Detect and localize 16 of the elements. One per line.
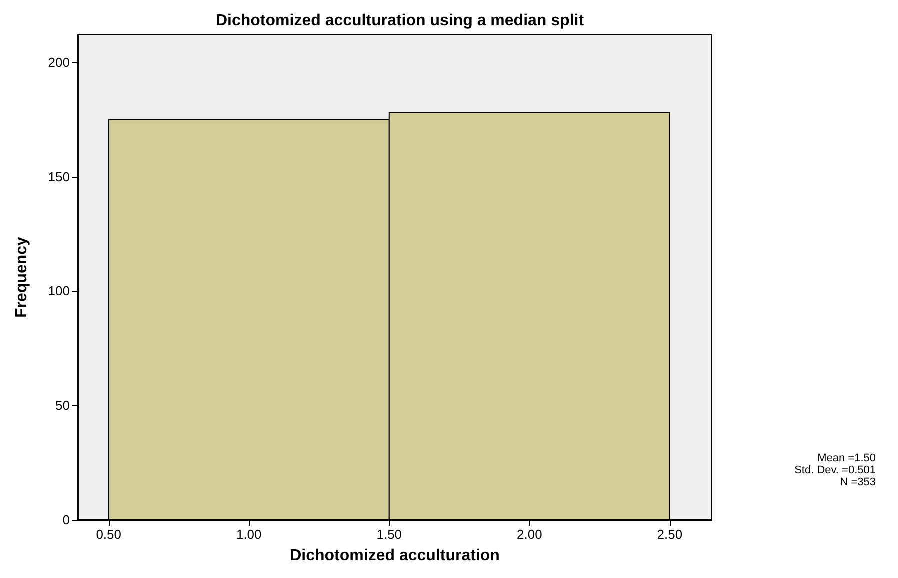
y-tick-label: 100 — [48, 284, 70, 299]
y-tick-label: 0 — [62, 512, 70, 528]
x-tick-label: 1.00 — [236, 527, 262, 542]
y-tick-label: 200 — [48, 54, 70, 70]
x-axis-title: Dichotomized acculturation — [290, 548, 500, 564]
chart-title: Dichotomized acculturation using a median split — [216, 12, 585, 30]
y-axis-title: Frequency — [14, 236, 30, 318]
text: N =353 — [840, 476, 876, 488]
y-tick-label: 150 — [48, 169, 70, 184]
x-tick-label: 0.50 — [96, 527, 122, 542]
text: Mean =1.50 — [818, 452, 876, 464]
text: Std. Dev. =0.501 — [794, 464, 876, 476]
x-tick-label: 2.00 — [517, 527, 542, 542]
x-tick-label: 2.50 — [657, 527, 683, 542]
x-tick-label: 1.50 — [376, 527, 402, 542]
y-tick-label: 50 — [56, 398, 70, 414]
